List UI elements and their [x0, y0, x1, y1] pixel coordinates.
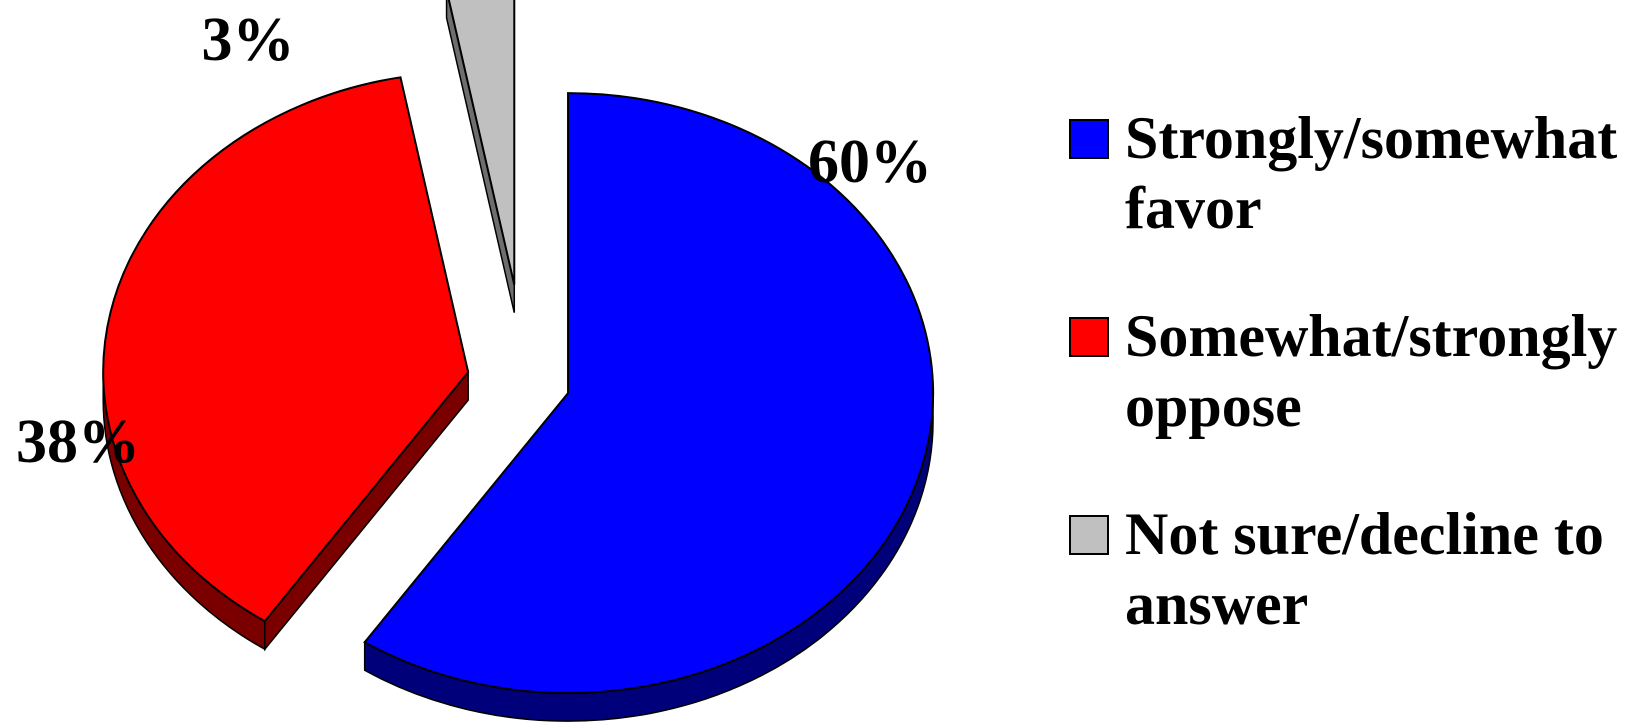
legend-label-oppose-line2: oppose: [1125, 373, 1302, 439]
data-labels: 60% 38% 3%: [16, 6, 932, 476]
legend: Strongly/somewhat favor Somewhat/strongl…: [1069, 105, 1617, 637]
legend-label-not-sure-line2: answer: [1125, 571, 1308, 637]
legend-label-favor-line1: Strongly/somewhat: [1125, 105, 1617, 171]
pie-slices: [102, 0, 935, 695]
pie-slice-not-sure: [447, 0, 516, 285]
legend-swatch-favor: [1069, 119, 1109, 159]
pie-depth-layer: [102, 0, 934, 722]
pie-slice-oppose: [102, 76, 470, 623]
legend-item-oppose: Somewhat/strongly oppose: [1069, 303, 1617, 439]
data-label-oppose: 38%: [16, 408, 140, 476]
legend-swatch-oppose: [1069, 317, 1109, 357]
legend-swatch-not-sure: [1069, 515, 1109, 555]
pie-slice-favor: [363, 92, 935, 695]
legend-label-not-sure-line1: Not sure/decline to: [1125, 501, 1604, 567]
legend-label-favor-line2: favor: [1125, 175, 1262, 241]
legend-item-favor: Strongly/somewhat favor: [1069, 105, 1617, 241]
data-label-favor: 60%: [808, 128, 932, 196]
data-label-not-sure: 3%: [202, 6, 295, 74]
legend-item-not-sure: Not sure/decline to answer: [1069, 501, 1604, 637]
legend-label-oppose-line1: Somewhat/strongly: [1125, 303, 1617, 369]
